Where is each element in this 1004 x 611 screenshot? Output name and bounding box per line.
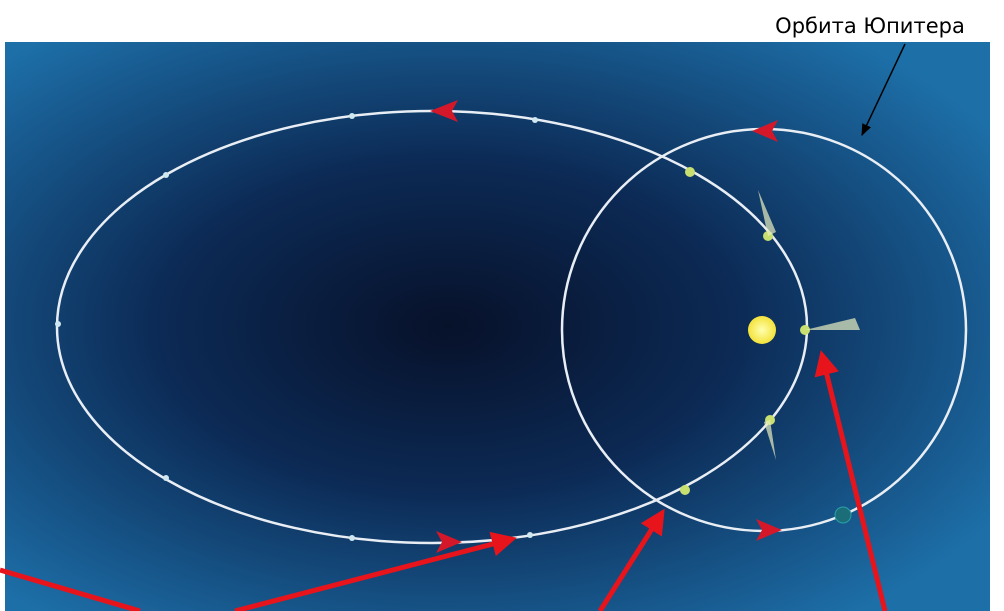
page: Орбита Юпитера xyxy=(0,0,1004,611)
jupiter xyxy=(835,507,851,523)
sun xyxy=(748,316,776,344)
jupiter-orbit-label: Орбита Юпитера xyxy=(775,14,965,38)
orbit-diagram: Орбита Юпитера xyxy=(0,0,1004,611)
